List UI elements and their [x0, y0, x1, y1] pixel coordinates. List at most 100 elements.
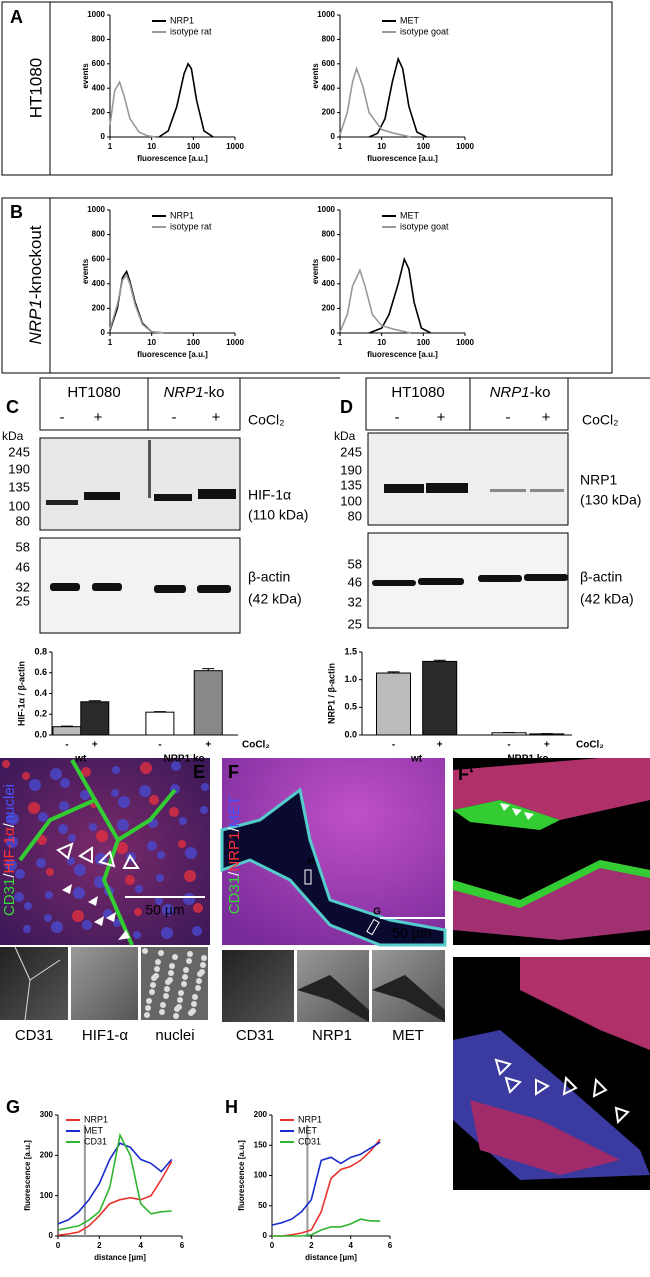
x-tick-label: 10 — [147, 338, 156, 347]
kda-marker: 135 — [340, 477, 362, 492]
y-tick-label: 600 — [92, 59, 106, 68]
cell — [81, 767, 91, 777]
series-line — [339, 66, 411, 138]
channel-label: HIF1-α — [82, 1027, 129, 1044]
x-tick-label: 1 — [338, 338, 343, 347]
cell — [149, 795, 159, 805]
band — [418, 578, 464, 585]
legend-label: MET — [84, 1125, 104, 1135]
x-tick-label: 4 — [138, 1241, 143, 1250]
kda-marker: 32 — [348, 594, 362, 609]
header-label: NRP1-ko — [164, 384, 225, 401]
legend-label: CD31 — [298, 1136, 321, 1146]
y-tick-label: 1000 — [317, 10, 335, 19]
band — [478, 575, 522, 582]
nucleus — [154, 966, 160, 972]
x-tick-label: 1 — [338, 142, 343, 151]
band — [530, 489, 564, 492]
cell — [51, 921, 63, 933]
series-line — [57, 1142, 173, 1225]
kda-marker: 80 — [348, 508, 362, 523]
nucleus — [145, 1005, 151, 1011]
nucleus — [191, 1001, 197, 1007]
cell — [2, 760, 10, 768]
panel-letter: B — [10, 202, 23, 222]
label-part: / — [1, 822, 18, 827]
x-tick-label: 2 — [309, 1241, 314, 1250]
arrowheads — [56, 842, 140, 869]
channel-image — [0, 947, 68, 1020]
cell — [139, 785, 151, 797]
tissue — [470, 1100, 620, 1175]
x-tick-label: + — [437, 740, 443, 751]
italic-part: NRP1 — [26, 299, 45, 344]
panel-letter: H — [225, 1097, 238, 1117]
x-tick-label: 2 — [97, 1241, 102, 1250]
nucleus — [196, 978, 202, 984]
kda-marker: 190 — [340, 462, 362, 477]
y-tick-label: 400 — [92, 279, 106, 288]
cell — [45, 891, 53, 899]
cell — [29, 779, 41, 791]
cell — [125, 875, 135, 885]
group-label: NRP1 ko — [507, 754, 548, 765]
arrows — [62, 884, 130, 940]
x-tick-label: 100 — [417, 338, 431, 347]
y-axis-label: events — [311, 63, 320, 89]
series-line — [339, 268, 411, 334]
y-tick-label: 0.8 — [34, 646, 47, 656]
series-line — [158, 62, 214, 138]
x-tick-label: 1 — [108, 142, 113, 151]
kda-marker: 46 — [348, 574, 362, 589]
y-tick-label: 50 — [258, 1201, 267, 1210]
panel-letter: E — [193, 762, 205, 782]
cell — [37, 835, 47, 845]
y-tick-label: 0.2 — [34, 709, 47, 719]
legend-label: NRP1 — [84, 1114, 108, 1124]
series-line — [272, 1218, 381, 1237]
series-line — [109, 273, 165, 334]
y-tick-label: 0 — [331, 328, 336, 337]
nucleus — [182, 974, 188, 980]
y-tick-label: 1000 — [87, 205, 105, 214]
text-part: -knockout — [26, 225, 45, 299]
y-tick-label: 0.5 — [344, 702, 357, 712]
legend-label: NRP1 — [170, 15, 194, 25]
nucleus — [168, 970, 174, 976]
cell — [185, 847, 197, 859]
y-tick-label: 100 — [40, 1191, 54, 1200]
cell — [201, 783, 209, 791]
text-part: -ko — [204, 384, 225, 401]
cell — [118, 796, 130, 808]
group-label: wt — [410, 754, 423, 765]
y-tick-label: 800 — [322, 230, 336, 239]
channel-detail — [297, 975, 369, 1022]
treatment-sign: + — [542, 409, 551, 426]
nucleus — [158, 950, 164, 956]
cell — [162, 904, 174, 916]
nucleus — [176, 1004, 182, 1010]
cell — [82, 920, 92, 930]
tissue — [453, 758, 650, 820]
y-tick-label: 600 — [92, 254, 106, 263]
legend-label: MET — [400, 15, 420, 25]
cell — [46, 868, 54, 876]
cell — [183, 893, 195, 905]
y-axis-label: events — [311, 258, 320, 284]
channel-label: MET — [392, 1027, 424, 1044]
cell — [60, 778, 70, 788]
treatment-label: CoCl₂ — [582, 412, 619, 428]
kda-marker: 25 — [348, 616, 362, 631]
loading-size: (42 kDa) — [580, 591, 634, 607]
cell — [147, 841, 157, 851]
channel-image — [71, 947, 138, 1020]
panel-frame — [1, 197, 613, 374]
group-label: wt — [74, 754, 87, 765]
band — [92, 583, 122, 591]
nucleus — [149, 989, 155, 995]
cell — [155, 897, 163, 905]
cell — [179, 817, 187, 825]
y-axis-label: fluorescence [a.u.] — [23, 1140, 32, 1211]
cell — [133, 931, 141, 939]
treatment-sign: + — [212, 409, 221, 426]
